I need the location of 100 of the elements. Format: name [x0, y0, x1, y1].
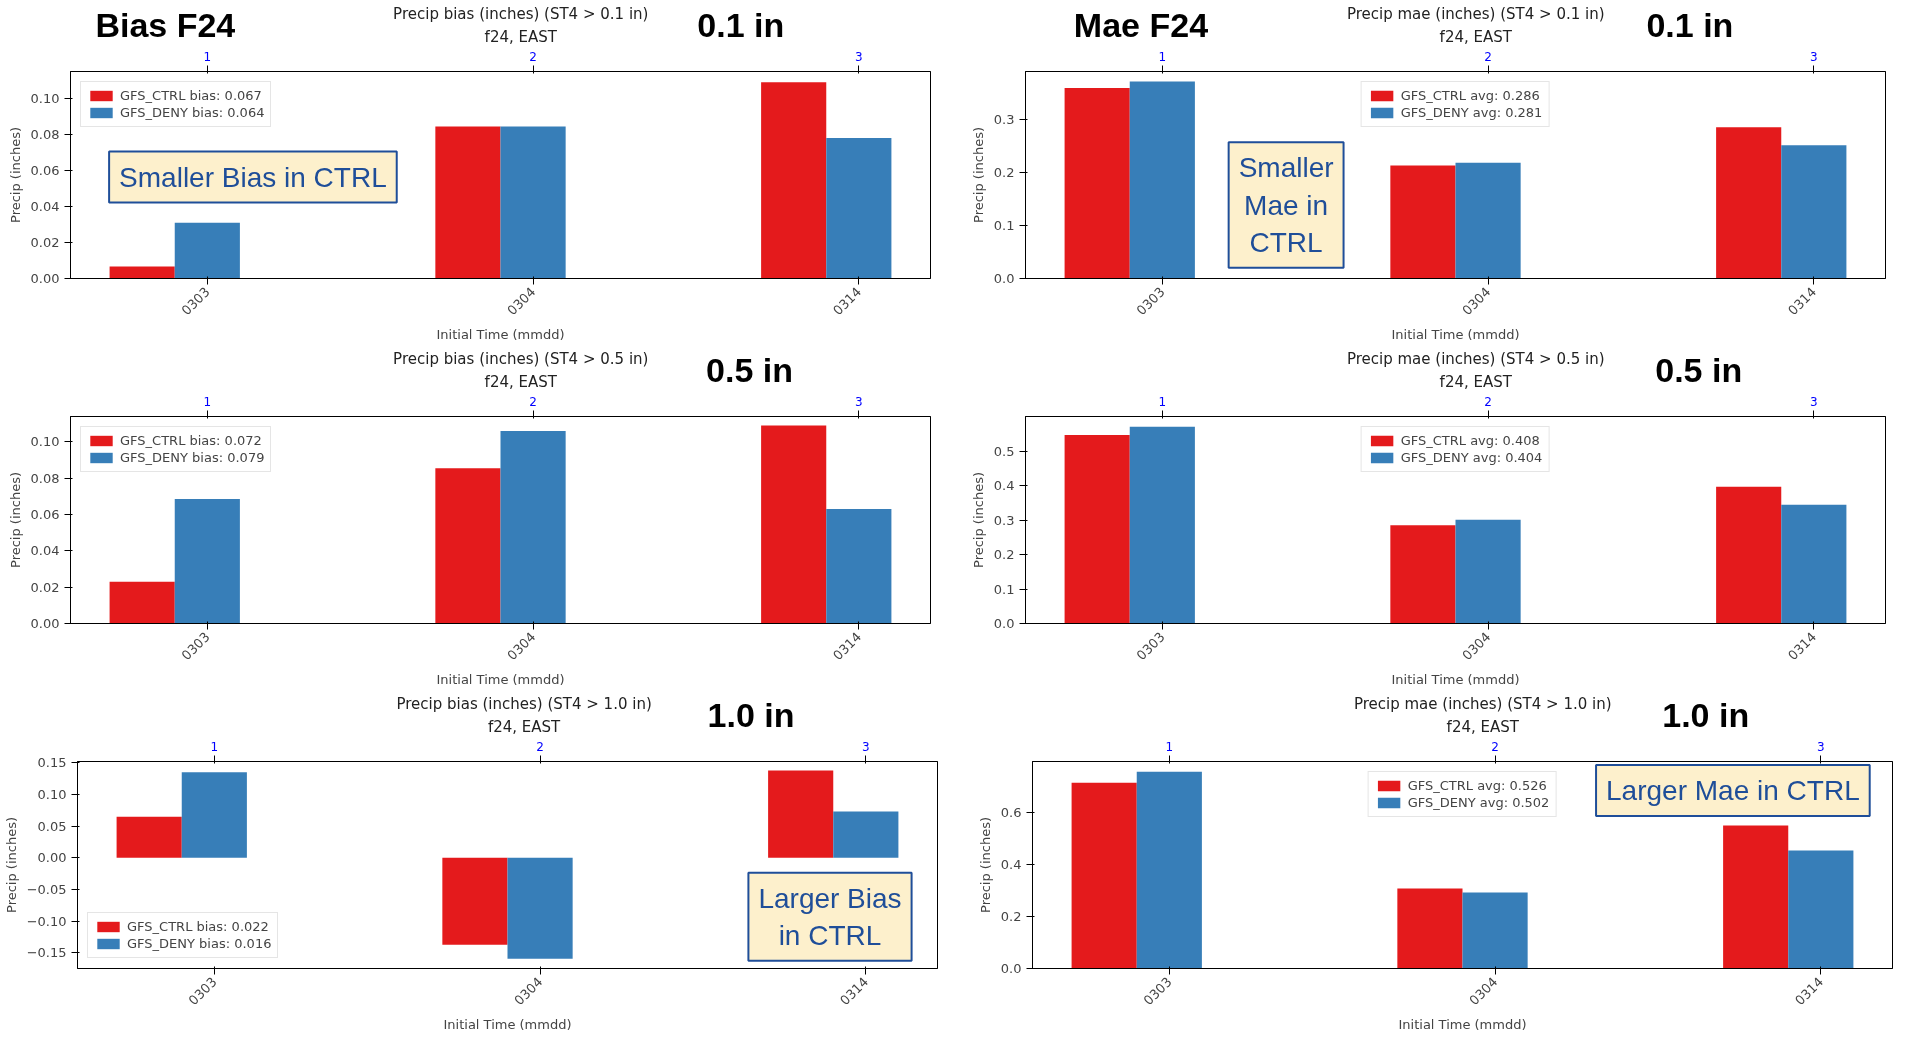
annotation: Smaller Mae in CTRL	[1238, 152, 1334, 258]
x2-tick-label: 3	[1810, 394, 1818, 409]
legend-label: GFS_DENY bias: 0.079	[120, 450, 265, 465]
bar	[116, 816, 182, 858]
bar	[768, 770, 834, 858]
y-tick-label: 0.6	[1000, 804, 1022, 820]
x-axis-title: Initial Time (mmdd)	[1391, 327, 1520, 343]
x2-tick-label: 2	[1484, 49, 1492, 64]
x2-tick-label: 1	[1165, 739, 1174, 754]
x2-tick-label: 3	[855, 394, 863, 409]
bar	[1064, 87, 1130, 279]
y-tick-label: −0.15	[26, 945, 67, 961]
text: 0.5 in	[1655, 350, 1743, 389]
bar	[1136, 771, 1202, 969]
bar	[109, 581, 175, 624]
bar	[1788, 850, 1854, 969]
y-tick-label: 0.04	[30, 199, 60, 214]
y-axis-title: Precip (inches)	[970, 472, 986, 568]
bar	[761, 425, 827, 624]
x2-tick-label: 1	[203, 49, 212, 64]
y-tick-label: 0.4	[1000, 856, 1022, 872]
text: 1.0 in	[1662, 695, 1750, 734]
y-tick-label: 0.0	[993, 616, 1015, 631]
chart-subtitle: f24, EAST	[1446, 717, 1520, 736]
x2-tick-label: 3	[855, 49, 863, 64]
chart-title: Precip bias (inches) (ST4 > 1.0 in)	[396, 694, 652, 713]
y-tick-label: 0.06	[30, 507, 60, 523]
chart-subtitle: f24, EAST	[484, 372, 558, 391]
legend-label: GFS_CTRL avg: 0.286	[1400, 88, 1540, 103]
y-tick-label: 0.10	[37, 786, 67, 802]
legend-label: GFS_DENY bias: 0.064	[120, 105, 265, 120]
y-axis-title: Precip (inches)	[7, 472, 23, 568]
y-tick-label: 0.02	[30, 235, 60, 250]
legend-label: GFS_DENY avg: 0.281	[1400, 105, 1543, 120]
annotation: Smaller Bias in CTRL	[119, 161, 387, 193]
bar	[1455, 162, 1521, 279]
bar	[1390, 525, 1456, 624]
bar	[1716, 486, 1782, 624]
bar	[1071, 782, 1137, 969]
legend-label: GFS_CTRL bias: 0.022	[127, 919, 269, 934]
annotation: Larger Mae in CTRL	[1606, 774, 1860, 806]
bar	[500, 126, 566, 279]
bar	[174, 222, 240, 279]
legend-label: GFS_DENY avg: 0.502	[1407, 795, 1550, 810]
x2-tick-label: 2	[536, 739, 544, 754]
y-tick-label: 0.1	[993, 217, 1015, 233]
y-tick-label: 0.08	[30, 470, 60, 486]
bar	[1723, 825, 1789, 969]
y-axis-title: Precip (inches)	[3, 817, 19, 913]
y-tick-label: 0.1	[993, 581, 1015, 597]
chart-title: Precip bias (inches) (ST4 > 0.5 in)	[393, 349, 649, 368]
x2-tick-label: 1	[203, 394, 212, 409]
y-tick-label: 0.10	[30, 434, 60, 450]
y-tick-label: −0.10	[26, 913, 67, 929]
x2-tick-label: 2	[529, 49, 537, 64]
y-tick-label: 0.10	[30, 91, 60, 106]
y-tick-label: 0.00	[37, 850, 67, 866]
x-axis-title: Initial Time (mmdd)	[1398, 1017, 1527, 1033]
text: Mae F24	[1073, 5, 1209, 44]
x2-tick-label: 1	[1158, 49, 1167, 64]
legend-label: GFS_CTRL avg: 0.408	[1400, 433, 1540, 448]
x2-tick-label: 3	[1817, 739, 1825, 754]
bar	[761, 82, 827, 279]
bar	[1781, 504, 1847, 624]
bar	[1390, 165, 1456, 279]
x2-tick-label: 1	[210, 739, 219, 754]
text: 1.0 in	[707, 695, 795, 734]
y-tick-label: 0.02	[30, 579, 60, 595]
text: 0.1 in	[1646, 5, 1734, 44]
y-tick-label: 0.4	[993, 478, 1015, 494]
y-axis-title: Precip (inches)	[970, 127, 986, 223]
bar	[1064, 435, 1130, 624]
chart-subtitle: f24, EAST	[1439, 27, 1513, 46]
bar	[1129, 81, 1195, 279]
bar	[826, 509, 892, 624]
x2-tick-label: 1	[1158, 394, 1167, 409]
chart-subtitle: f24, EAST	[1439, 372, 1513, 391]
text: 0.5 in	[706, 350, 794, 389]
legend-label: GFS_CTRL avg: 0.526	[1407, 778, 1547, 793]
chart-title: Precip bias (inches) (ST4 > 0.1 in)	[393, 4, 649, 23]
bar	[109, 266, 175, 279]
legend-label: GFS_CTRL bias: 0.072	[120, 433, 262, 448]
bar	[826, 138, 892, 279]
x2-tick-label: 2	[1491, 739, 1499, 754]
y-tick-label: 0.3	[993, 111, 1015, 127]
x-axis-title: Initial Time (mmdd)	[436, 327, 565, 343]
x-axis-title: Initial Time (mmdd)	[436, 672, 565, 688]
y-tick-label: 0.15	[37, 755, 67, 771]
x2-tick-label: 3	[862, 739, 870, 754]
bar	[1455, 519, 1521, 624]
chart-title: Precip mae (inches) (ST4 > 0.5 in)	[1346, 349, 1605, 368]
y-tick-label: 0.2	[1000, 908, 1022, 924]
legend-label: GFS_DENY avg: 0.404	[1400, 450, 1543, 465]
bar	[1397, 888, 1463, 969]
y-tick-label: 0.2	[993, 547, 1015, 563]
bar	[507, 857, 573, 959]
legend-label: GFS_DENY bias: 0.016	[127, 936, 272, 951]
chart-subtitle: f24, EAST	[484, 27, 558, 46]
x2-tick-label: 2	[1484, 394, 1492, 409]
bar	[435, 468, 501, 624]
